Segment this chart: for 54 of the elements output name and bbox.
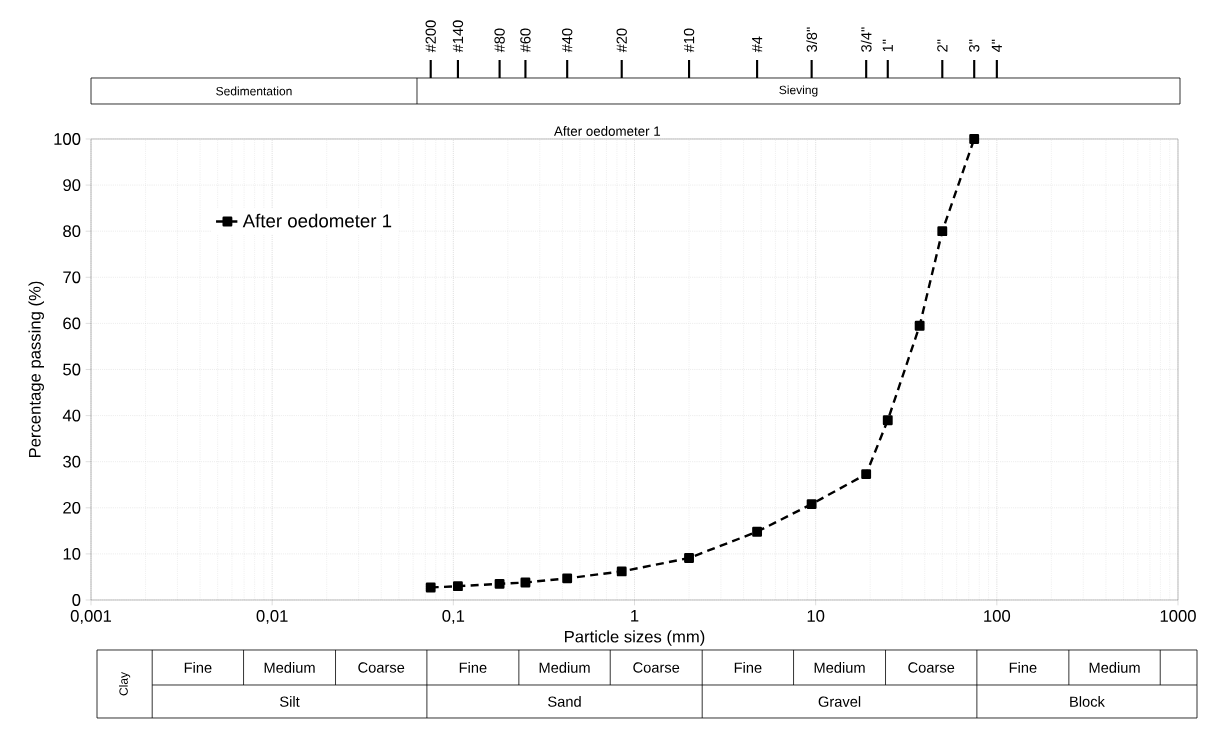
text: Sand [548, 696, 581, 707]
x-tick-label: 0,01 [256, 610, 288, 624]
annotation: #40 [562, 28, 573, 53]
x-tick-label: 100 [984, 610, 1011, 622]
text: Clay [119, 672, 131, 696]
annotation: #4 [752, 36, 763, 53]
y-tick-label: 70 [63, 271, 81, 284]
x-tick-label: 10 [807, 610, 825, 622]
legend-label: After oedometer 1 [242, 213, 392, 228]
x-tick-label: 0,1 [442, 610, 465, 624]
text: Silt [280, 696, 300, 707]
text: Medium [539, 662, 590, 673]
y-tick-label: 50 [63, 363, 81, 376]
annotation: #80 [494, 28, 505, 53]
annotation: 1" [882, 39, 893, 52]
y-tick-label: 30 [63, 455, 81, 468]
y-axis-title: Percentage passing (%) [28, 281, 44, 458]
text: Fine [184, 662, 212, 673]
text: Block [1070, 696, 1105, 707]
y-tick-label: 20 [63, 501, 81, 514]
y-tick-label: 0 [72, 594, 81, 606]
annotation: #200 [425, 20, 436, 53]
text: Sedimentation [216, 86, 292, 96]
text: 4" [991, 39, 1002, 53]
annotation: 3/8" [806, 27, 818, 52]
text: Gravel [818, 696, 861, 707]
chart-title: After oedometer 1 [553, 126, 661, 136]
text: Fine [459, 662, 487, 673]
annotation: 2" [937, 39, 948, 52]
text: Medium [1089, 662, 1140, 673]
y-tick-label: 40 [62, 409, 81, 422]
x-tick-label: 0,001 [70, 610, 112, 624]
text: Fine [1009, 662, 1037, 673]
y-tick-label: 100 [54, 133, 81, 145]
text: Sieving [779, 85, 818, 97]
annotation: #10 [683, 28, 695, 53]
annotation: 3/4" [860, 27, 872, 52]
x-tick-label: 1 [631, 610, 639, 622]
text: Medium [814, 662, 865, 673]
text: Coarse [633, 662, 680, 673]
y-tick-label: 80 [63, 225, 81, 238]
text: Coarse [908, 662, 955, 673]
text: Fine [734, 662, 762, 673]
annotation: #20 [616, 28, 627, 53]
y-tick-label: 60 [63, 317, 81, 330]
text: Coarse [358, 662, 405, 673]
x-tick-label: 1000 [1160, 610, 1196, 622]
y-tick-label: 90 [63, 179, 81, 191]
annotation: 3" [969, 39, 980, 52]
annotation: #60 [520, 28, 531, 53]
text: Medium [264, 662, 315, 673]
x-axis-title: Particle sizes (mm) [565, 630, 705, 646]
y-tick-label: 10 [63, 548, 81, 560]
annotation: #140 [452, 20, 464, 53]
